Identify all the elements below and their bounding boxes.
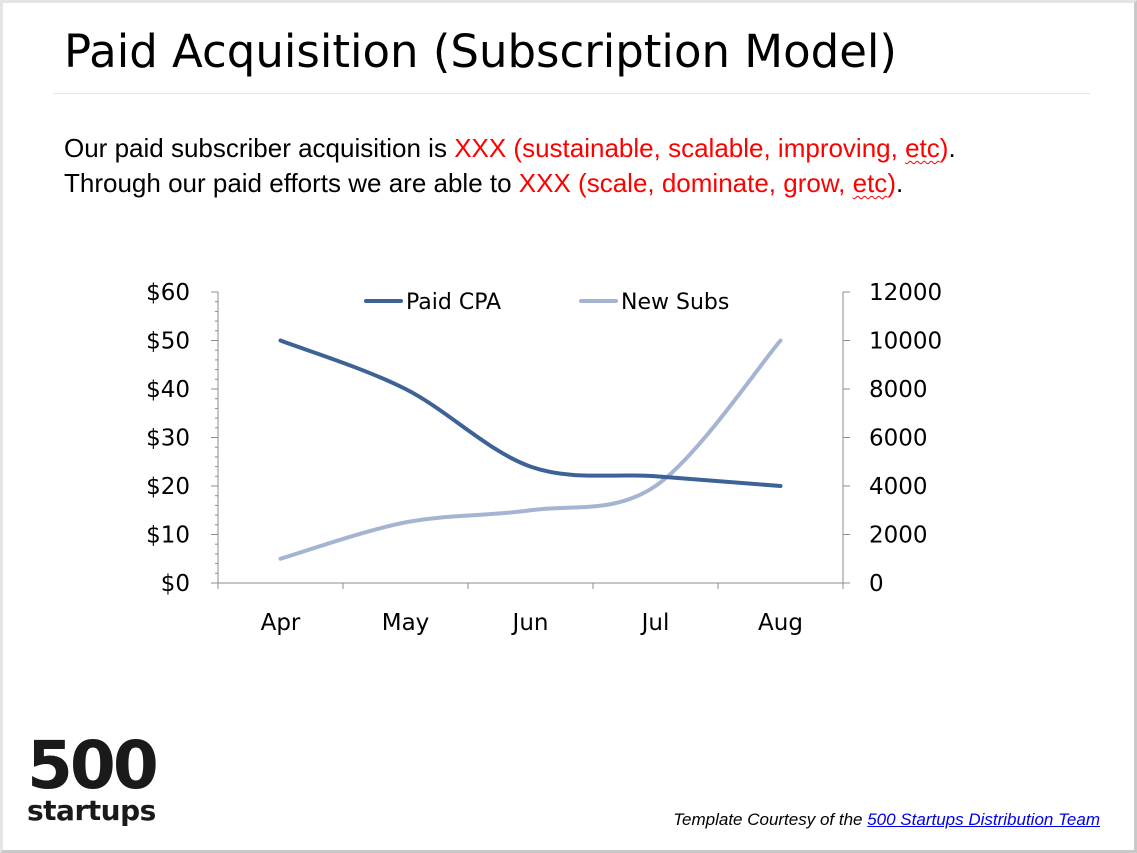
right-tick-label: 2000 <box>869 523 928 549</box>
slide-body-text: Our paid subscriber acquisition is XXX (… <box>64 131 956 201</box>
left-tick-label: $40 <box>146 377 190 403</box>
right-tick-label: 8000 <box>869 377 928 403</box>
logo-word: startups <box>27 794 156 827</box>
left-tick-label: $0 <box>161 571 190 597</box>
x-tick-label: Jul <box>640 610 670 636</box>
body-line-1-end: . <box>948 133 956 163</box>
right-tick-label: 10000 <box>869 329 942 355</box>
body-line-2-highlight-close: ) <box>887 168 896 198</box>
x-tick-label: Aug <box>758 610 803 636</box>
spellcheck-word: etc <box>852 168 888 198</box>
spellcheck-word: etc <box>905 133 940 163</box>
legend-label-paid-cpa: Paid CPA <box>406 290 501 315</box>
left-tick-label: $20 <box>146 474 190 500</box>
x-tick-label: Jun <box>511 610 549 636</box>
right-tick-label: 0 <box>869 571 884 597</box>
template-credit: Template Courtesy of the 500 Startups Di… <box>673 810 1100 830</box>
right-tick-label: 6000 <box>869 426 928 452</box>
left-tick-label: $50 <box>146 329 190 355</box>
series-line-paid-cpa <box>278 338 783 488</box>
series-line-new-subs <box>278 338 783 561</box>
body-line-1: Our paid subscriber acquisition is XXX (… <box>64 131 956 166</box>
left-tick-label: $30 <box>146 426 190 452</box>
left-tick-label: $60 <box>146 280 190 306</box>
left-tick-label: $10 <box>146 523 190 549</box>
body-line-2-text: Through our paid efforts we are able to <box>64 168 519 198</box>
credit-text: Template Courtesy of the <box>673 810 868 829</box>
body-line-2: Through our paid efforts we are able to … <box>64 166 956 201</box>
right-tick-label: 4000 <box>869 474 928 500</box>
body-line-2-highlight: XXX (scale, dominate, grow, etc) <box>519 168 896 198</box>
logo-number: 500 <box>27 727 159 804</box>
slide-title: Paid Acquisition (Subscription Model) <box>64 25 897 78</box>
body-line-1-text: Our paid subscriber acquisition is <box>64 133 455 163</box>
body-line-1-highlight-close: ) <box>939 133 949 163</box>
body-line-2-end: . <box>895 168 904 198</box>
x-tick-label: May <box>382 610 430 636</box>
body-line-2-highlight-text: XXX (scale, dominate, grow, <box>518 168 853 198</box>
distribution-team-link[interactable]: 500 Startups Distribution Team <box>867 810 1100 829</box>
x-tick-label: Apr <box>261 610 301 636</box>
500-startups-logo: 500 startups <box>27 727 159 827</box>
legend-label-new-subs: New Subs <box>621 290 729 315</box>
body-line-1-highlight: XXX (sustainable, scalable, improving, e… <box>454 133 948 163</box>
body-line-1-highlight-text: XXX (sustainable, scalable, improving, <box>454 133 906 163</box>
title-divider <box>53 93 1090 94</box>
right-tick-label: 12000 <box>869 280 942 306</box>
line-chart: $0 $10 $20 $30 $40 $50 $60 0 2000 4000 6000 8000 100… <box>146 280 942 636</box>
